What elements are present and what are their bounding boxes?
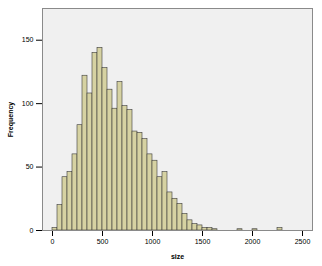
svg-text:0: 0 (51, 238, 55, 245)
svg-text:Frequency: Frequency (7, 102, 15, 138)
svg-text:50: 50 (26, 163, 34, 170)
svg-text:500: 500 (97, 238, 109, 245)
svg-text:0: 0 (30, 227, 34, 234)
svg-text:2000: 2000 (245, 238, 261, 245)
svg-text:1000: 1000 (145, 238, 161, 245)
svg-text:150: 150 (22, 36, 34, 43)
svg-text:2500: 2500 (295, 238, 311, 245)
svg-text:1500: 1500 (195, 238, 211, 245)
svg-text:100: 100 (22, 100, 34, 107)
svg-text:size: size (171, 253, 184, 260)
